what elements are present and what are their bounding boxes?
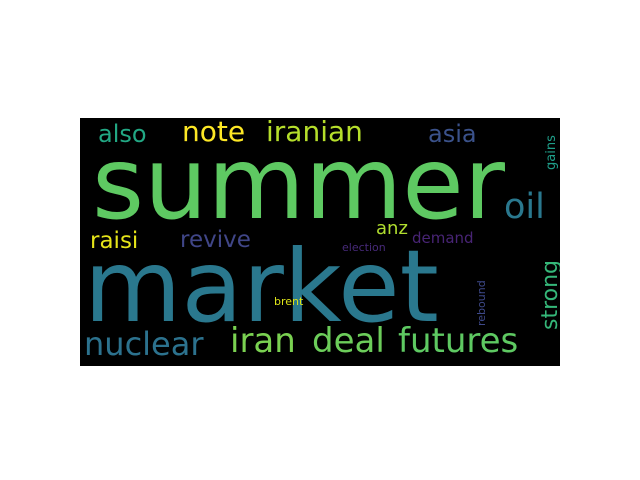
word-market: market	[84, 228, 439, 345]
word-asia: asia	[428, 120, 477, 148]
word-also: also	[98, 120, 147, 148]
word-iranian: iranian	[266, 118, 363, 148]
word-brent: brent	[274, 295, 304, 308]
word-revive: revive	[180, 227, 251, 253]
word-gains: gains	[544, 135, 559, 170]
word-nuclear: nuclear	[84, 325, 204, 363]
word-strong: strong	[538, 259, 560, 330]
word-demand: demand	[412, 229, 474, 247]
word-rebound: rebound	[475, 280, 488, 326]
word-futures: futures	[398, 321, 519, 361]
word-anz: anz	[376, 218, 408, 239]
word-note: note	[182, 118, 246, 148]
word-election: election	[342, 241, 386, 254]
word-cloud: summer market iran deal futures nuclear …	[80, 118, 560, 366]
word-raisi: raisi	[90, 228, 139, 254]
word-deal: deal	[312, 321, 385, 361]
word-summer: summer	[92, 125, 505, 242]
word-oil: oil	[504, 187, 545, 227]
word-iran: iran	[230, 321, 296, 361]
